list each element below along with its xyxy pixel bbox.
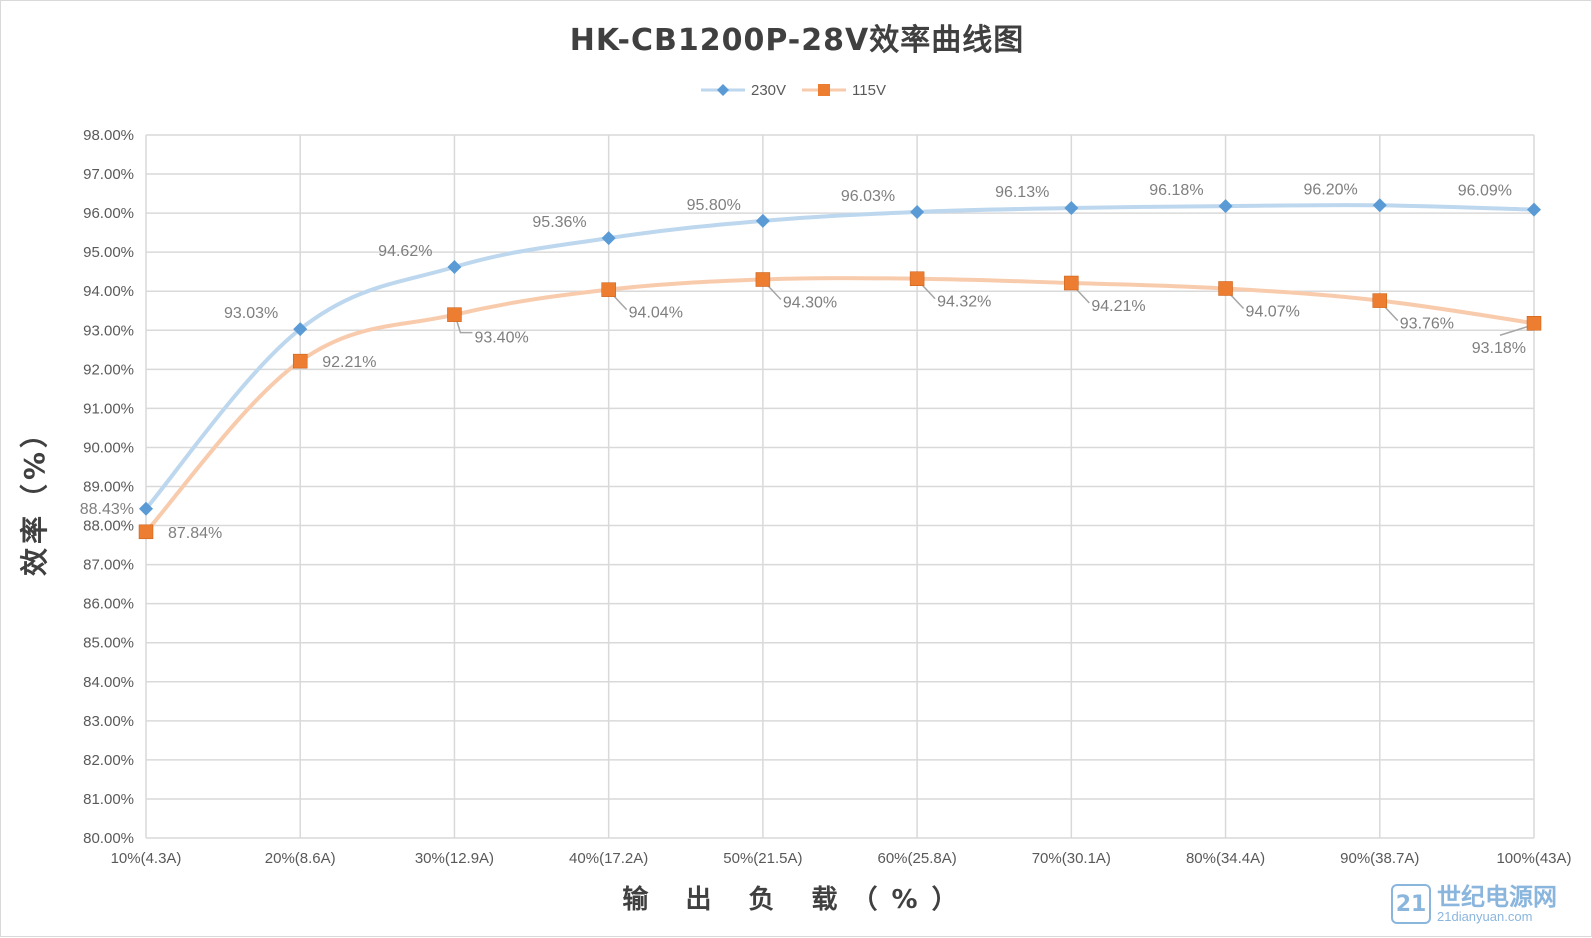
x-tick-label: 70%(30.1A): [1032, 850, 1111, 867]
y-tick-label: 87.00%: [83, 557, 134, 574]
series-line-230v: [144, 203, 1536, 511]
leader-line-115v: [1499, 324, 1533, 336]
data-label-115v: 92.21%: [322, 354, 376, 371]
data-point-115v: [909, 271, 925, 286]
x-tick-label: 10%(4.3A): [111, 850, 182, 867]
y-tick-label: 94.00%: [83, 283, 134, 300]
data-label-115v: 93.40%: [474, 330, 528, 347]
y-tick-label: 96.00%: [83, 205, 134, 222]
x-tick-label: 50%(21.5A): [723, 850, 802, 867]
data-label-230v: 96.13%: [995, 184, 1049, 201]
series-lines: [144, 203, 1536, 534]
data-point-230v: [601, 231, 616, 246]
data-point-115v: [755, 272, 771, 287]
y-tick-label: 81.00%: [83, 791, 134, 808]
data-label-230v: 88.43%: [80, 501, 134, 518]
y-tick-label: 98.00%: [83, 127, 134, 144]
watermark-name: 世纪电源网: [1437, 883, 1557, 911]
x-axis-ticks: 10%(4.3A) 20%(8.6A) 30%(12.9A) 40%(17.2A) 50…: [111, 850, 1572, 867]
data-point-115v: [292, 353, 308, 369]
chart-legend: 230V 115V: [701, 79, 886, 101]
data-point-115v: [1526, 315, 1542, 331]
gridlines: [145, 134, 1535, 839]
legend-label-115v: 115V: [852, 81, 886, 99]
x-tick-label: 30%(12.9A): [415, 850, 494, 867]
data-label-115v: 93.76%: [1400, 316, 1454, 333]
y-tick-label: 95.00%: [83, 244, 134, 261]
data-label-230v: 95.36%: [532, 214, 586, 231]
data-point-230v: [910, 204, 925, 219]
data-label-230v: 96.03%: [841, 188, 895, 205]
data-point-115v: [1218, 281, 1233, 296]
data-point-115v: [447, 307, 462, 322]
y-tick-label: 82.00%: [83, 752, 134, 769]
data-point-230v: [293, 322, 308, 337]
x-axis-title: 输 出 负 载（%）: [622, 885, 972, 915]
watermark-text: 世纪电源网 21dianyuan.com: [1437, 884, 1557, 924]
legend-label-230v: 230V: [751, 81, 787, 99]
data-label-115v: 94.30%: [783, 295, 837, 312]
data-point-230v: [447, 260, 462, 275]
y-tick-label: 83.00%: [83, 713, 134, 730]
y-tick-label: 91.00%: [83, 400, 134, 417]
watermark-logo: 21 世纪电源网 21dianyuan.com: [1391, 875, 1586, 933]
data-label-115v: 87.84%: [168, 525, 222, 542]
y-tick-label: 92.00%: [83, 361, 134, 378]
data-point-230v: [1218, 199, 1233, 214]
y-tick-label: 90.00%: [83, 439, 134, 456]
x-tick-label: 60%(25.8A): [878, 850, 957, 867]
legend-item-230v: 230V: [701, 82, 786, 99]
watermark-url: 21dianyuan.com: [1437, 909, 1533, 924]
data-point-115v: [138, 524, 154, 540]
x-tick-label: 20%(8.6A): [265, 850, 336, 867]
y-tick-label: 86.00%: [83, 596, 134, 613]
data-label-115v: 94.21%: [1091, 298, 1145, 315]
data-point-230v: [1372, 198, 1387, 213]
y-tick-label: 88.00%: [83, 518, 134, 535]
legend-swatch-230v: [701, 84, 745, 96]
series-markers: [138, 198, 1542, 540]
series-line-115v: [144, 276, 1536, 534]
y-axis-title: 效率（%）: [13, 416, 53, 576]
y-tick-label: 80.00%: [83, 830, 134, 847]
data-label-115v: 93.18%: [1472, 340, 1526, 357]
chart-title: HK-CB1200P-28V效率曲线图: [569, 23, 1025, 58]
data-point-230v: [1064, 201, 1079, 216]
legend-swatch-115v: [802, 84, 847, 96]
legend-item-115v: 115V: [802, 82, 886, 99]
data-point-230v: [139, 501, 153, 516]
data-point-230v: [1527, 202, 1541, 217]
y-tick-label: 97.00%: [83, 166, 134, 183]
data-labels: 88.43% 93.03% 94.62% 95.36% 95.80% 96.03% 96.1…: [80, 181, 1526, 542]
watermark-badge: 21: [1391, 884, 1431, 924]
x-tick-label: 40%(17.2A): [569, 850, 648, 867]
leader-line-115v: [455, 319, 473, 334]
data-label-115v: 94.07%: [1246, 303, 1300, 320]
data-label-115v: 94.32%: [937, 294, 991, 311]
data-point-115v: [1064, 275, 1079, 291]
data-point-230v: [755, 213, 770, 228]
data-label-115v: 94.04%: [629, 305, 683, 322]
y-tick-label: 85.00%: [83, 635, 134, 652]
data-point-115v: [601, 282, 616, 297]
data-label-230v: 94.62%: [378, 243, 432, 260]
y-tick-label: 84.00%: [83, 674, 134, 691]
data-label-230v: 96.09%: [1458, 183, 1512, 200]
y-axis-ticks: 80.00% 81.00% 82.00% 83.00% 84.00% 85.00% 86.0…: [83, 127, 134, 847]
x-tick-label: 80%(34.4A): [1186, 850, 1265, 867]
data-point-115v: [1372, 293, 1388, 308]
data-label-230v: 93.03%: [224, 305, 278, 322]
y-tick-label: 89.00%: [83, 479, 134, 496]
x-tick-label: 90%(38.7A): [1340, 850, 1419, 867]
data-label-230v: 95.80%: [687, 197, 741, 214]
y-tick-label: 93.00%: [83, 322, 134, 339]
y-axis-title-text: 效率（%）: [18, 415, 51, 577]
x-tick-label: 100%(43A): [1496, 850, 1571, 867]
data-label-230v: 96.18%: [1149, 182, 1203, 199]
data-label-230v: 96.20%: [1304, 181, 1358, 198]
